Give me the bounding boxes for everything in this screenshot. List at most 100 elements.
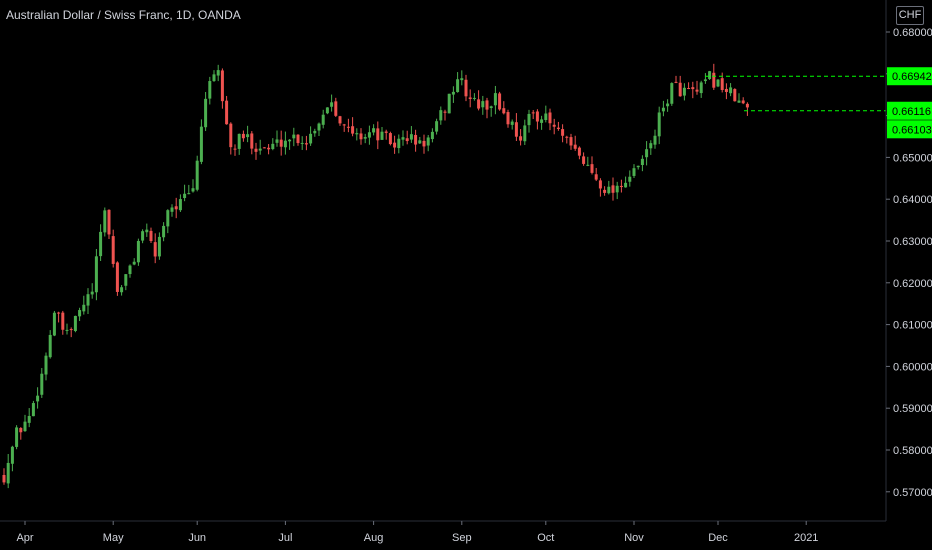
candle-body — [691, 87, 695, 90]
candle-body — [489, 106, 493, 109]
price-tag-label: 0.66116 — [892, 106, 931, 118]
candle-body — [384, 131, 388, 133]
candle-body — [275, 139, 279, 143]
candle-body — [460, 78, 464, 81]
candle-body — [120, 287, 124, 293]
candle-body — [271, 143, 275, 150]
candle-body — [577, 147, 581, 156]
candle-body — [720, 78, 724, 90]
candle-body — [611, 185, 615, 193]
candle-body — [544, 113, 548, 121]
candle-body — [645, 149, 649, 158]
candle-body — [632, 168, 636, 176]
candle-body — [367, 132, 371, 138]
candle-body — [493, 93, 497, 106]
candle-body — [183, 193, 187, 199]
x-tick-label: Sep — [452, 532, 472, 544]
candle-body — [321, 114, 325, 125]
candle-body — [657, 112, 661, 137]
currency-badge[interactable]: CHF — [896, 6, 924, 25]
candle-body — [674, 81, 678, 83]
y-tick-label: 0.61000 — [893, 320, 932, 332]
candle-body — [258, 148, 262, 151]
candle-body — [103, 210, 107, 233]
candle-body — [561, 129, 565, 136]
candle-body — [569, 137, 573, 146]
candle-body — [531, 112, 535, 114]
candle-body — [48, 334, 52, 358]
candle-body — [603, 189, 607, 193]
candle-body — [166, 210, 170, 227]
candle-body — [447, 93, 451, 114]
candle-body — [615, 185, 619, 193]
candle-body — [174, 206, 178, 210]
candle-body — [653, 135, 657, 145]
candle-body — [468, 97, 472, 99]
candle-body — [220, 70, 224, 102]
candle-body — [359, 133, 363, 140]
candle-body — [304, 143, 308, 145]
candle-body — [313, 130, 317, 134]
candle-body — [552, 124, 556, 127]
candle-body — [246, 134, 250, 138]
candle-body — [233, 148, 237, 150]
candle-body — [115, 262, 119, 292]
candle-body — [204, 98, 208, 128]
candle-body — [405, 138, 409, 142]
candle-body — [477, 99, 481, 109]
candle-body — [57, 312, 61, 314]
candle-body — [464, 79, 468, 97]
candle-body — [397, 138, 401, 149]
candle-body — [619, 185, 623, 188]
candle-body — [237, 133, 241, 149]
candle-body — [661, 107, 665, 112]
candle-body — [666, 103, 670, 107]
candle-body — [703, 79, 707, 82]
candle-body — [628, 176, 632, 182]
candles-group — [2, 63, 749, 489]
candle-body — [69, 329, 73, 331]
candle-body — [414, 134, 418, 145]
candle-body — [107, 209, 111, 235]
candle-body — [523, 125, 527, 142]
candle-body — [288, 139, 292, 142]
candle-body — [527, 113, 531, 126]
candle-body — [292, 134, 296, 139]
candle-body — [640, 158, 644, 166]
candle-body — [149, 230, 153, 242]
candle-body — [695, 89, 699, 92]
candle-body — [136, 240, 140, 263]
candle-body — [548, 112, 552, 124]
candle-body — [506, 112, 510, 125]
candle-body — [132, 261, 136, 265]
candle-body — [61, 312, 65, 330]
candle-body — [111, 236, 115, 264]
candle-body — [565, 136, 569, 138]
candle-body — [338, 116, 342, 124]
candle-body — [262, 147, 266, 149]
candle-body — [229, 123, 233, 148]
y-tick-label: 0.58000 — [893, 445, 932, 457]
candle-body — [254, 148, 258, 152]
candle-body — [31, 403, 35, 417]
candle-body — [724, 88, 728, 92]
candle-body — [649, 143, 653, 149]
candle-body — [342, 124, 346, 126]
candle-body — [481, 101, 485, 108]
candle-body — [418, 140, 422, 144]
candle-body — [330, 102, 334, 107]
candle-body — [19, 428, 23, 433]
candle-body — [241, 133, 245, 139]
candle-body — [498, 93, 502, 110]
candle-body — [128, 265, 132, 275]
candle-body — [94, 256, 98, 293]
x-tick-label: Aug — [364, 532, 384, 544]
y-tick-label: 0.68000 — [893, 27, 932, 39]
candle-body — [372, 128, 376, 133]
candle-body — [426, 137, 430, 146]
candle-body — [170, 207, 174, 212]
y-tick-label: 0.57000 — [893, 487, 932, 499]
candle-body — [439, 110, 443, 121]
candle-body — [422, 140, 426, 147]
